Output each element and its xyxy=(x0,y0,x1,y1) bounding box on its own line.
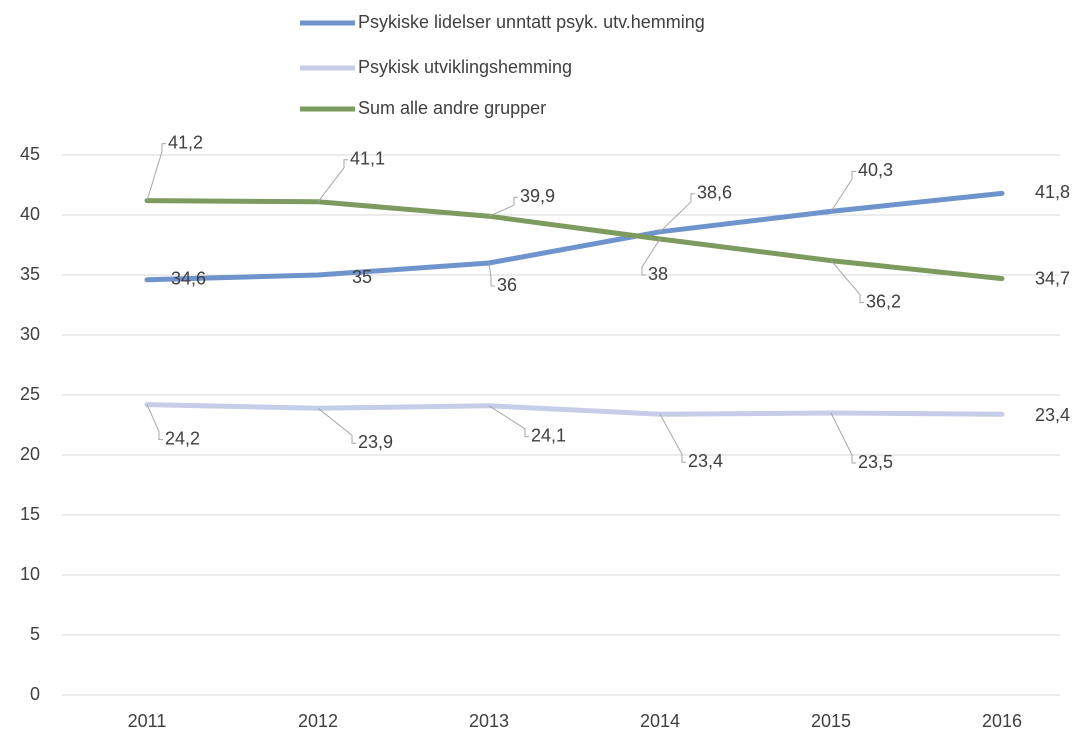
legend-label: Psykiske lidelser unntatt psyk. utv.hemm… xyxy=(358,12,705,32)
x-tick-label: 2014 xyxy=(640,711,680,731)
y-tick-label: 10 xyxy=(20,564,40,584)
x-tick-label: 2013 xyxy=(469,711,509,731)
legend-label: Sum alle andre grupper xyxy=(358,98,546,118)
leader-line xyxy=(488,405,529,438)
data-label: 34,7 xyxy=(1035,268,1070,288)
data-label: 23,5 xyxy=(858,452,893,472)
leader-line xyxy=(659,193,695,233)
y-tick-label: 20 xyxy=(20,444,40,464)
data-label: 39,9 xyxy=(520,186,555,206)
data-label: 34,6 xyxy=(171,269,206,289)
y-tick-label: 35 xyxy=(20,264,40,284)
data-label: 41,8 xyxy=(1035,182,1070,202)
leader-line xyxy=(317,159,348,203)
data-label: 35 xyxy=(352,267,372,287)
leader-line xyxy=(488,196,518,217)
y-tick-label: 45 xyxy=(20,144,40,164)
leader-line xyxy=(830,412,856,464)
legend-label: Psykisk utviklingshemming xyxy=(358,57,572,77)
y-tick-label: 25 xyxy=(20,384,40,404)
data-label: 41,2 xyxy=(168,132,203,152)
leader-line xyxy=(488,262,495,287)
x-tick-label: 2012 xyxy=(298,711,338,731)
leader-line xyxy=(146,404,163,441)
data-label: 24,1 xyxy=(531,426,566,446)
data-label: 23,9 xyxy=(358,432,393,452)
leader-line xyxy=(659,413,686,463)
leader-line xyxy=(146,143,166,201)
leader-line xyxy=(830,260,864,304)
y-tick-label: 5 xyxy=(30,624,40,644)
series-line xyxy=(144,198,1005,282)
data-label: 38 xyxy=(648,264,668,284)
data-label: 41,1 xyxy=(350,149,385,169)
leader-line xyxy=(317,407,356,444)
leader-line xyxy=(641,238,661,276)
data-label: 36,2 xyxy=(866,291,901,311)
y-tick-label: 0 xyxy=(30,684,40,704)
data-label: 24,2 xyxy=(165,428,200,448)
y-tick-label: 40 xyxy=(20,204,40,224)
data-label: 23,4 xyxy=(688,451,723,471)
x-tick-label: 2015 xyxy=(811,711,851,731)
x-tick-label: 2011 xyxy=(128,711,167,731)
leader-line xyxy=(830,170,856,212)
data-label: 23,4 xyxy=(1035,405,1070,425)
y-tick-label: 15 xyxy=(20,504,40,524)
x-tick-label: 2016 xyxy=(982,711,1022,731)
y-tick-label: 30 xyxy=(20,324,40,344)
data-label: 40,3 xyxy=(858,160,893,180)
data-label: 38,6 xyxy=(697,183,732,203)
series-line xyxy=(144,190,1005,283)
series-line xyxy=(144,402,1005,417)
data-label: 36 xyxy=(497,275,517,295)
